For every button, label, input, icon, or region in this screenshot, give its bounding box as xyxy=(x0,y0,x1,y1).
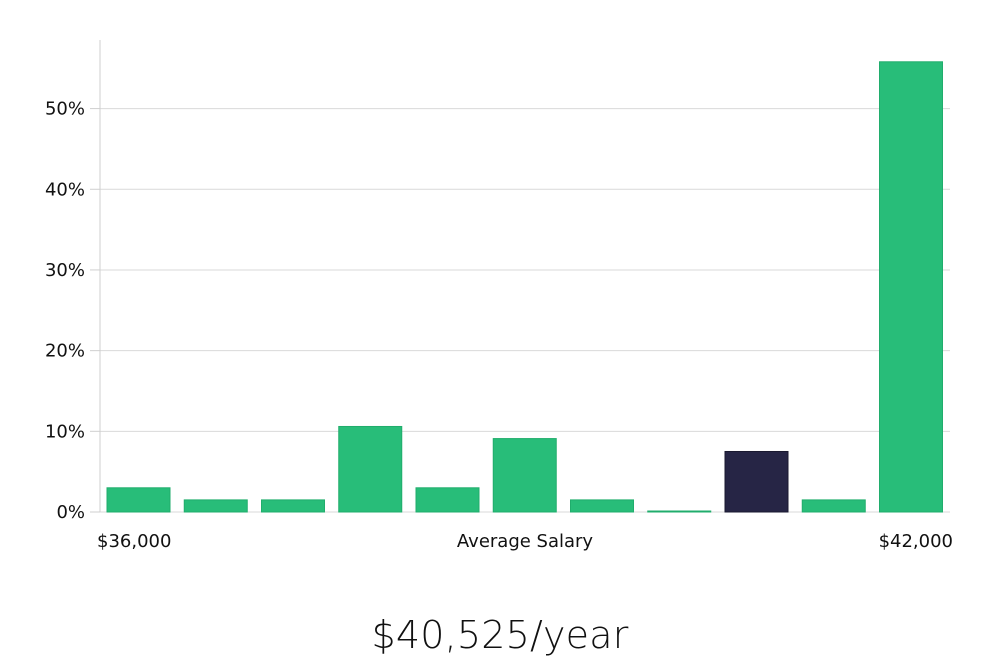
x-tick-end-label: $42,000 xyxy=(879,531,953,552)
bar xyxy=(570,499,634,513)
bar xyxy=(106,487,171,513)
bar-highlighted xyxy=(724,450,789,513)
bar xyxy=(183,499,248,513)
bar xyxy=(647,510,712,513)
y-tick-label: 0% xyxy=(56,502,85,523)
bar xyxy=(338,425,403,513)
bar xyxy=(492,438,557,513)
salary-distribution-chart: 0% 10% 20% 30% 40% 50% $36,000 Average Salary… xyxy=(45,40,953,552)
bar xyxy=(801,499,866,513)
bar xyxy=(415,487,480,513)
bars xyxy=(106,61,943,513)
bar xyxy=(261,499,325,513)
bar xyxy=(879,61,943,513)
y-tick-label: 10% xyxy=(45,421,85,442)
x-axis-label: Average Salary xyxy=(457,531,594,552)
y-axis-ticks: 0% 10% 20% 30% 40% 50% xyxy=(45,99,100,523)
y-tick-label: 50% xyxy=(45,99,85,120)
y-tick-label: 40% xyxy=(45,179,85,200)
y-tick-label: 20% xyxy=(45,341,85,362)
average-salary-value: $40,525/year xyxy=(371,613,629,657)
x-tick-start-label: $36,000 xyxy=(97,531,171,552)
y-tick-label: 30% xyxy=(45,260,85,281)
